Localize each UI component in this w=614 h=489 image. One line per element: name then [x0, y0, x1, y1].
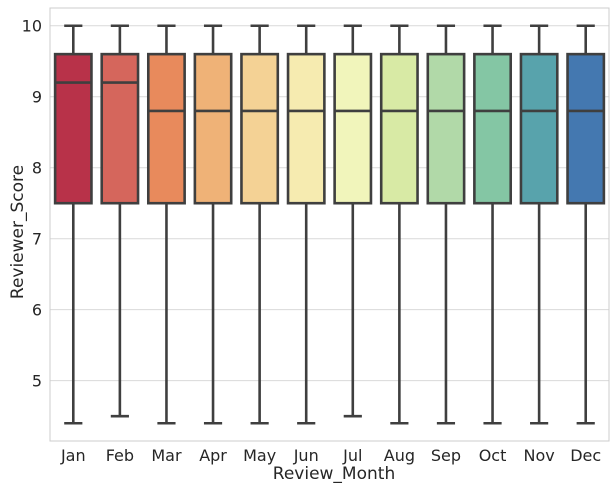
x-tick-label: Jan	[60, 446, 86, 465]
box-nov	[519, 24, 559, 425]
x-tick-label: May	[243, 446, 276, 465]
y-tick-label: 7	[32, 230, 42, 249]
y-tick-label: 9	[32, 88, 42, 107]
iqr-box	[379, 52, 419, 205]
y-tick-label: 8	[32, 159, 42, 178]
iqr-box	[240, 52, 280, 205]
boxes	[53, 24, 606, 425]
iqr-box	[566, 52, 606, 205]
box-jul	[333, 24, 373, 418]
box-may	[240, 24, 280, 425]
box-feb	[100, 24, 140, 418]
y-tick-label: 10	[22, 17, 42, 36]
iqr-box	[519, 52, 559, 205]
x-tick-label: Feb	[106, 446, 134, 465]
x-tick-labels: Jan Feb Mar Apr May Jun Jul Aug Sep Oct Nov Dec	[60, 446, 601, 465]
iqr-box	[426, 52, 466, 205]
grid-lines	[50, 25, 609, 382]
y-axis-label: Reviewer_Score	[8, 165, 28, 299]
iqr-box	[286, 52, 326, 205]
x-tick-label: Dec	[570, 446, 601, 465]
y-tick-labels: 5 6 7 8 9 10	[22, 17, 42, 391]
plot-area-frame	[49, 7, 610, 442]
y-tick-label: 6	[32, 301, 42, 320]
x-tick-label: Apr	[199, 446, 227, 465]
box-jan	[53, 24, 93, 425]
iqr-box	[53, 52, 93, 205]
box-sep	[426, 24, 466, 425]
x-axis-label: Review_Month	[273, 464, 395, 484]
iqr-box	[333, 52, 373, 205]
iqr-box	[146, 52, 186, 205]
x-tick-label: Oct	[479, 446, 507, 465]
x-tick-label: Mar	[151, 446, 182, 465]
x-tick-label: Sep	[431, 446, 461, 465]
box-apr	[193, 24, 233, 425]
box-dec	[566, 24, 606, 425]
y-tick-label: 5	[32, 372, 42, 391]
box-oct	[473, 24, 513, 425]
iqr-box	[193, 52, 233, 205]
x-tick-label: Jun	[293, 446, 319, 465]
box-jun	[286, 24, 326, 425]
x-tick-label: Jul	[342, 446, 362, 465]
iqr-box	[100, 52, 140, 205]
x-tick-label: Aug	[384, 446, 415, 465]
box-aug	[379, 24, 419, 425]
box-mar	[146, 24, 186, 425]
x-tick-label: Nov	[524, 446, 555, 465]
iqr-box	[473, 52, 513, 205]
